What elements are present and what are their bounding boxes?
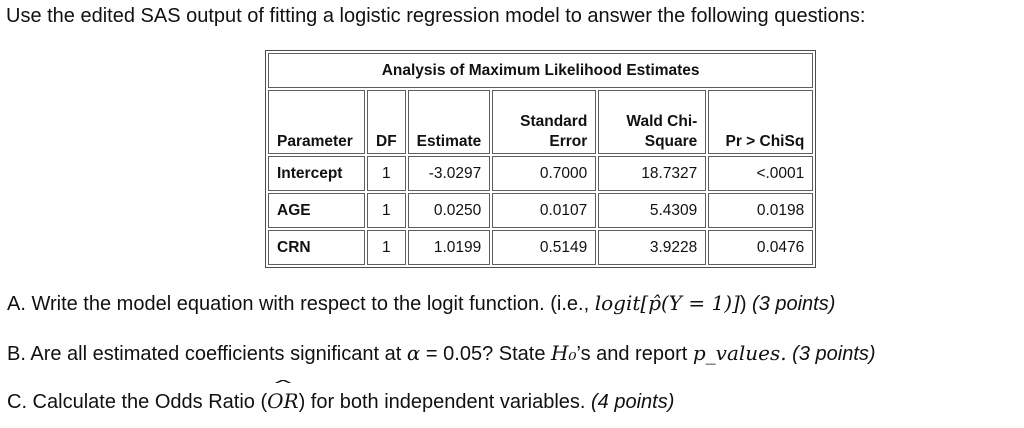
cell-wald-chi-square: 5.4309 (598, 193, 707, 228)
cell-df: 1 (367, 230, 406, 265)
cell-wald-chi-square: 3.9228 (598, 230, 707, 265)
question-a-close: ) (739, 293, 753, 315)
cell-pr-chisq: 0.0476 (708, 230, 814, 265)
p-values-symbol: p_values. (692, 341, 787, 365)
cell-pr-chisq: <.0001 (708, 156, 814, 191)
logit-math-expression: logit[p̂(Y = 1)] (594, 291, 740, 315)
sas-mle-table: Analysis of Maximum Likelihood Estimates… (265, 50, 817, 268)
table-row-crn: CRN 1 1.0199 0.5149 3.9228 0.0476 (268, 230, 814, 265)
col-header-df: DF (367, 90, 406, 154)
cell-parameter: AGE (268, 193, 365, 228)
question-c-points: (4 points) (591, 391, 675, 413)
cell-df: 1 (367, 193, 406, 228)
question-c: C. Calculate the Odds Ratio (OR) for bot… (7, 389, 674, 414)
question-c-close: ) for both independent variables. (298, 391, 592, 413)
col-header-estimate: Estimate (407, 90, 491, 154)
col-header-parameter: Parameter (268, 90, 365, 154)
table-row-intercept: Intercept 1 -3.0297 0.7000 18.7327 <.000… (268, 156, 814, 191)
question-b-mid1: = 0.05? State (420, 343, 552, 365)
cell-df: 1 (367, 156, 406, 191)
question-c-text: C. Calculate the Odds Ratio ( (7, 391, 268, 413)
question-b: B. Are all estimated coefficients signif… (7, 341, 876, 366)
question-b-points: (3 points) (786, 343, 876, 365)
intro-text: Use the edited SAS output of fitting a l… (6, 5, 866, 27)
col-header-pr-chisq: Pr > ChiSq (708, 90, 814, 154)
table-title: Analysis of Maximum Likelihood Estimates (268, 53, 814, 88)
question-a-points: (3 points) (752, 293, 836, 315)
table-title-row: Analysis of Maximum Likelihood Estimates (268, 53, 814, 88)
table-header-row: Parameter DF Estimate Standard Error Wal… (268, 90, 814, 154)
cell-parameter: Intercept (268, 156, 365, 191)
question-b-text: B. Are all estimated coefficients signif… (7, 343, 407, 365)
cell-parameter: CRN (268, 230, 365, 265)
table-row-age: AGE 1 0.0250 0.0107 5.4309 0.0198 (268, 193, 814, 228)
h0-symbol: H₀ (551, 341, 577, 365)
col-header-standard-error: Standard Error (492, 90, 597, 154)
cell-wald-chi-square: 18.7327 (598, 156, 707, 191)
question-a: A. Write the model equation with respect… (7, 291, 835, 316)
odds-ratio-hat-symbol: OR (267, 389, 298, 413)
alpha-symbol: α (406, 341, 421, 365)
cell-estimate: 1.0199 (407, 230, 491, 265)
question-a-text: A. Write the model equation with respect… (7, 293, 595, 315)
cell-std-error: 0.7000 (492, 156, 597, 191)
cell-std-error: 0.0107 (492, 193, 597, 228)
col-header-wald-chi-square: Wald Chi-Square (598, 90, 707, 154)
cell-pr-chisq: 0.0198 (708, 193, 814, 228)
cell-estimate: 0.0250 (407, 193, 491, 228)
cell-std-error: 0.5149 (492, 230, 597, 265)
question-b-mid2: ’s and report (576, 343, 693, 365)
cell-estimate: -3.0297 (407, 156, 491, 191)
